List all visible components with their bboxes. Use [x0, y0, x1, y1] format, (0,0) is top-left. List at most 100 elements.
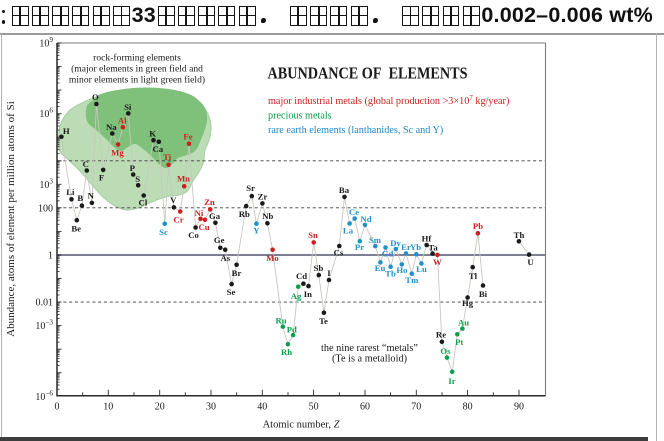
svg-text:Cl: Cl: [139, 198, 148, 208]
svg-text:Tb: Tb: [385, 269, 396, 279]
svg-text:1: 1: [48, 251, 53, 262]
svg-text:Fe: Fe: [183, 132, 192, 142]
svg-text:N: N: [88, 190, 95, 200]
svg-text:major industrial metals (globa: major industrial metals (global producti…: [268, 94, 509, 107]
svg-text:Gd: Gd: [382, 249, 394, 259]
svg-text:100: 100: [38, 203, 53, 214]
svg-text:20: 20: [155, 402, 165, 413]
svg-text:Hg: Hg: [462, 298, 474, 308]
svg-text:ABUNDANCE OF ELEMENTS: ABUNDANCE OF ELEMENTS: [268, 64, 468, 83]
svg-text:Sm: Sm: [369, 235, 382, 245]
svg-text:Os: Os: [440, 346, 451, 356]
svg-text:Mo: Mo: [266, 253, 279, 263]
svg-text:Ce: Ce: [349, 207, 359, 217]
svg-text:Ru: Ru: [275, 316, 286, 326]
svg-text:P: P: [130, 163, 136, 173]
svg-text:Sc: Sc: [159, 227, 168, 237]
svg-text:Er: Er: [401, 242, 411, 252]
svg-text:Ag: Ag: [291, 291, 302, 301]
svg-text:Be: Be: [71, 223, 81, 233]
svg-text:Abundance, atoms of element pe: Abundance, atoms of element per million …: [5, 101, 17, 337]
svg-text:I: I: [327, 268, 331, 278]
svg-text:Co: Co: [188, 230, 199, 240]
svg-text:Ga: Ga: [209, 211, 221, 221]
svg-text:90: 90: [514, 402, 524, 413]
svg-text:Yb: Yb: [410, 242, 421, 252]
svg-text:Dy: Dy: [390, 238, 401, 248]
svg-text:0: 0: [55, 402, 60, 413]
svg-text:Br: Br: [232, 268, 242, 278]
svg-text:60: 60: [360, 402, 370, 413]
svg-text:V: V: [170, 195, 177, 205]
svg-text:precious metals: precious metals: [268, 111, 332, 122]
svg-text:Zr: Zr: [258, 192, 268, 202]
svg-text:La: La: [343, 225, 354, 235]
svg-text:Si: Si: [124, 102, 132, 112]
svg-text:F: F: [99, 172, 104, 182]
svg-text:Nb: Nb: [262, 211, 273, 221]
svg-text:Ti: Ti: [163, 152, 172, 162]
svg-text:Cd: Cd: [296, 271, 307, 281]
svg-text:Sb: Sb: [314, 263, 324, 273]
svg-text:Ba: Ba: [339, 185, 350, 195]
svg-text:Ta: Ta: [428, 243, 438, 253]
svg-text:Pt: Pt: [455, 337, 463, 347]
svg-text:Y: Y: [253, 226, 260, 236]
svg-text:Ca: Ca: [152, 144, 163, 154]
svg-text:B: B: [77, 193, 83, 203]
svg-text:Re: Re: [436, 329, 446, 339]
svg-text:Sr: Sr: [246, 183, 255, 193]
svg-text:the nine rarest “metals”: the nine rarest “metals”: [321, 343, 418, 354]
svg-text:(major elements in green field: (major elements in green field and: [71, 64, 203, 75]
svg-text:rare earth elements (lanthanid: rare earth elements (lanthanides, Sc and…: [268, 125, 443, 136]
svg-text:Bi: Bi: [479, 289, 488, 299]
svg-text:10: 10: [103, 402, 113, 413]
svg-text:Sn: Sn: [308, 230, 318, 240]
svg-text:Te: Te: [319, 316, 328, 326]
svg-text:Na: Na: [106, 122, 117, 132]
svg-text:0.01: 0.01: [36, 298, 54, 309]
svg-text:Ir: Ir: [448, 376, 455, 386]
svg-text:Cr: Cr: [173, 214, 183, 224]
svg-text:K: K: [149, 128, 156, 138]
svg-text:40: 40: [257, 402, 267, 413]
svg-text:109: 109: [39, 36, 53, 50]
svg-text:O: O: [92, 92, 99, 102]
svg-text:10−6: 10−6: [35, 389, 53, 403]
svg-text:Lu: Lu: [416, 264, 427, 274]
svg-text:Eu: Eu: [375, 263, 386, 273]
svg-text:Rb: Rb: [239, 209, 250, 219]
svg-text:Pr: Pr: [355, 242, 364, 252]
svg-text:Hf: Hf: [422, 234, 432, 244]
svg-text:106: 106: [39, 107, 53, 121]
svg-text:Atomic number, Z: Atomic number, Z: [263, 420, 340, 431]
svg-text:Pb: Pb: [473, 221, 483, 231]
svg-text:Rh: Rh: [281, 347, 292, 357]
svg-text:Ni: Ni: [195, 208, 204, 218]
svg-text:Tm: Tm: [405, 275, 419, 285]
svg-text:C: C: [83, 159, 89, 169]
svg-text:Zn: Zn: [204, 197, 215, 207]
svg-text:Al: Al: [118, 116, 127, 126]
svg-text:103: 103: [39, 177, 53, 191]
svg-text:Pd: Pd: [287, 325, 297, 335]
svg-text:Th: Th: [514, 230, 525, 240]
svg-text:80: 80: [463, 402, 473, 413]
svg-text:S: S: [135, 174, 140, 184]
svg-text:(Te is a metalloid): (Te is a metalloid): [332, 354, 407, 365]
svg-text:Tl: Tl: [469, 271, 478, 281]
svg-text:Mg: Mg: [111, 148, 124, 158]
svg-text:10−3: 10−3: [35, 319, 53, 333]
svg-text:U: U: [527, 257, 534, 267]
svg-text:Au: Au: [458, 318, 469, 328]
svg-text:Li: Li: [66, 187, 75, 197]
svg-text:70: 70: [411, 402, 421, 413]
svg-text:In: In: [304, 289, 312, 299]
svg-text:minor elements in light green: minor elements in light green field): [69, 75, 205, 86]
svg-text:Ge: Ge: [214, 235, 225, 245]
svg-text:Cs: Cs: [334, 247, 344, 257]
svg-text:H: H: [63, 126, 70, 136]
svg-text:Mn: Mn: [177, 174, 190, 184]
svg-text:Nd: Nd: [360, 214, 371, 224]
svg-text:Se: Se: [227, 287, 236, 297]
